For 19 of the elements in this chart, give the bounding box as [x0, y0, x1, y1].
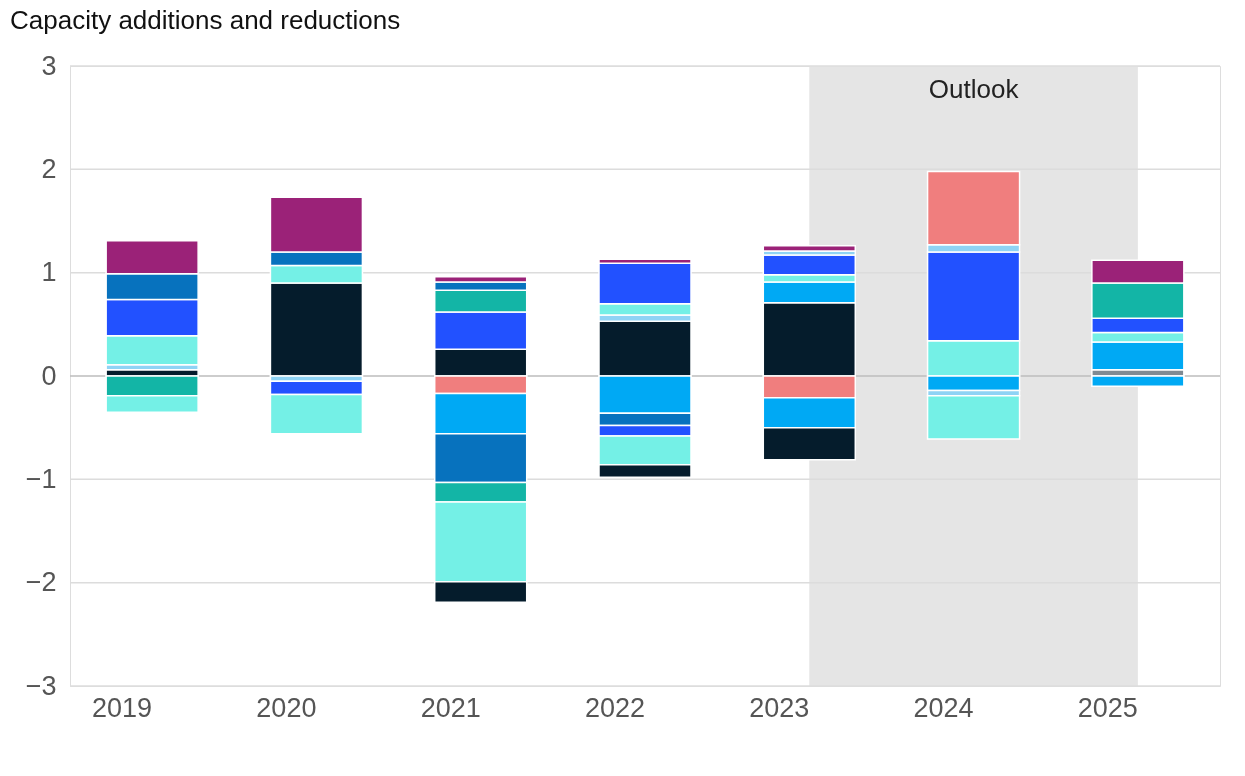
x-tick-label: 2023 — [749, 692, 810, 723]
y-tick-label: −3 — [25, 670, 57, 701]
bar — [1091, 375, 1185, 388]
x-tick-label: 2024 — [913, 692, 974, 723]
y-tick-label: 1 — [41, 257, 57, 288]
x-tick-label: 2022 — [584, 692, 645, 723]
band-label: Outlook — [928, 74, 1020, 104]
x-tick-label: 2020 — [256, 692, 317, 723]
bar — [762, 245, 857, 252]
x-tick-label: 2019 — [92, 692, 153, 723]
x-tick-label: 2025 — [1077, 692, 1138, 723]
chart-title: Capacity additions and reductions — [10, 5, 401, 35]
bar — [926, 394, 1021, 440]
x-tick-label: 2021 — [420, 692, 481, 723]
y-tick-label: −1 — [25, 463, 57, 494]
y-tick-label: 3 — [41, 50, 57, 81]
y-tick-label: 2 — [41, 153, 57, 184]
y-tick-label: 0 — [41, 360, 57, 391]
y-tick-label: −2 — [25, 567, 57, 598]
